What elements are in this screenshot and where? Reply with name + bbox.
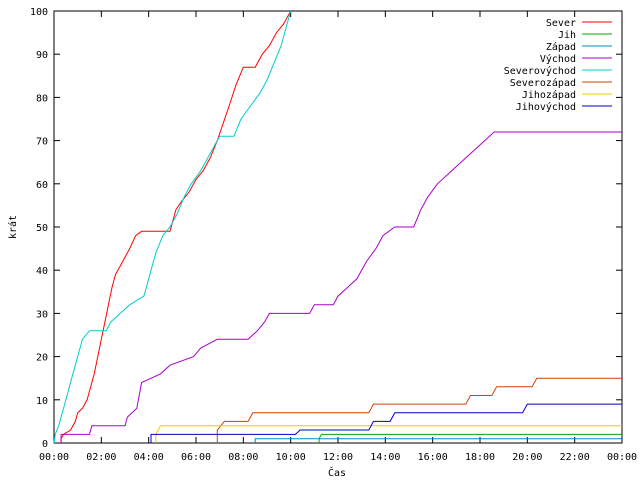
legend: SeverJihZápadVýchodSeverovýchodSeverozáp… bbox=[504, 18, 612, 113]
series-line bbox=[53, 10, 292, 444]
x-tick-label: 00:00 bbox=[607, 452, 637, 463]
legend-label: Jihozápad bbox=[522, 89, 576, 101]
legend-label: Jih bbox=[558, 30, 576, 41]
series-line bbox=[60, 131, 622, 443]
x-tick-label: 22:00 bbox=[560, 452, 590, 463]
x-axis: 00:00 02:00 04:00 06:00 08:00 10:00 12:00 14:00… bbox=[39, 11, 637, 463]
x-tick-label: 14:00 bbox=[370, 452, 400, 463]
y-tick-label: 70 bbox=[36, 137, 48, 148]
x-tick-label: 12:00 bbox=[323, 452, 353, 463]
y-tick-label: 100 bbox=[30, 7, 48, 18]
y-tick-label: 80 bbox=[36, 93, 48, 104]
x-tick-label: 16:00 bbox=[418, 452, 448, 463]
y-axis-label: krát bbox=[7, 215, 19, 239]
x-tick-label: 06:00 bbox=[181, 452, 211, 463]
x-tick-label: 18:00 bbox=[465, 452, 495, 463]
legend-label: Severozápad bbox=[510, 77, 576, 89]
y-tick-label: 40 bbox=[36, 266, 48, 277]
series-line bbox=[216, 377, 622, 443]
y-tick-label: 30 bbox=[36, 309, 48, 320]
series-line bbox=[155, 425, 622, 443]
series-line bbox=[254, 438, 622, 443]
legend-label: Východ bbox=[540, 53, 576, 65]
series-line bbox=[60, 10, 292, 443]
y-tick-label: 10 bbox=[36, 396, 48, 407]
y-tick-label: 60 bbox=[36, 180, 48, 191]
x-tick-label: 10:00 bbox=[276, 452, 306, 463]
y-tick-label: 50 bbox=[36, 223, 48, 234]
y-tick-label: 90 bbox=[36, 50, 48, 61]
x-axis-label: Čas bbox=[328, 466, 346, 479]
legend-label: Jihovýchod bbox=[516, 101, 576, 113]
legend-label: Západ bbox=[546, 41, 576, 53]
legend-label: Severovýchod bbox=[504, 65, 576, 77]
series-line bbox=[150, 403, 622, 443]
legend-label: Sever bbox=[546, 18, 576, 29]
series-line bbox=[318, 433, 622, 443]
x-tick-label: 00:00 bbox=[39, 452, 69, 463]
x-tick-label: 04:00 bbox=[134, 452, 164, 463]
y-tick-label: 20 bbox=[36, 353, 48, 364]
series-lines bbox=[53, 10, 622, 444]
y-axis: 0 10 20 30 40 50 60 70 80 90 100 bbox=[30, 7, 622, 450]
y-tick-label: 0 bbox=[42, 439, 48, 450]
x-tick-label: 08:00 bbox=[228, 452, 258, 463]
x-tick-label: 20:00 bbox=[512, 452, 542, 463]
x-tick-label: 02:00 bbox=[86, 452, 116, 463]
